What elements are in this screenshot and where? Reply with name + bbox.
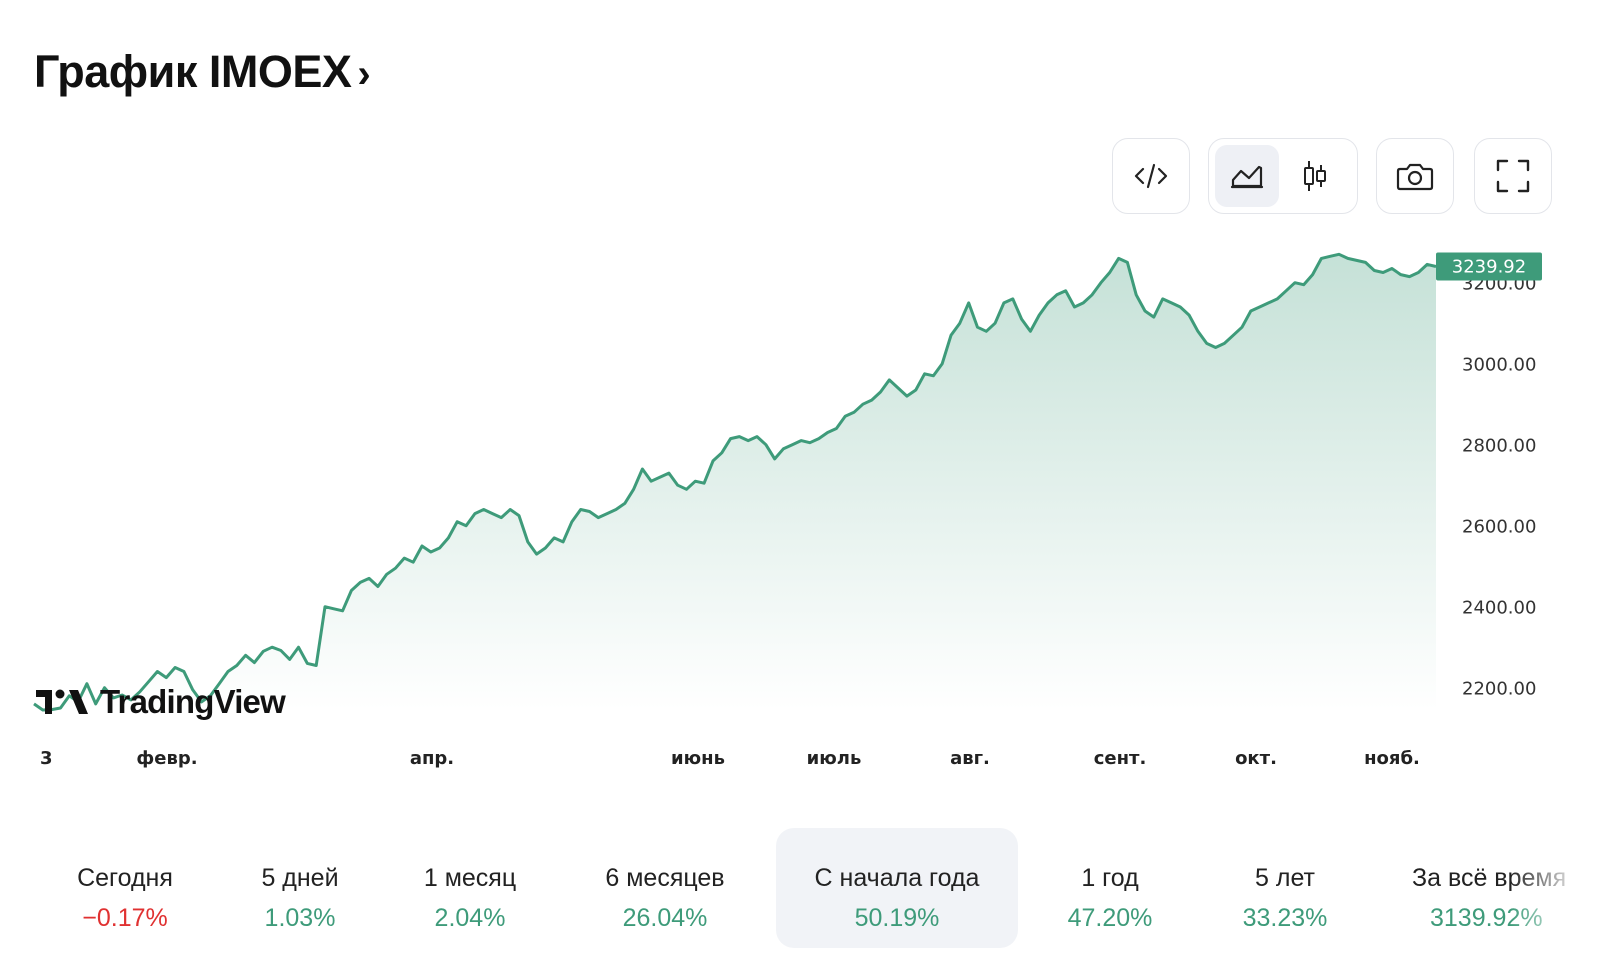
period-tab-today[interactable]: Сегодня −0.17% xyxy=(40,828,210,948)
period-change: −0.17% xyxy=(82,904,168,932)
fullscreen-icon xyxy=(1496,159,1530,193)
tradingview-logo[interactable]: TradingView xyxy=(36,682,286,722)
period-change: 50.19% xyxy=(854,904,940,932)
x-tick-label: авг. xyxy=(950,748,990,769)
x-tick-label: апр. xyxy=(410,748,454,769)
period-label: 1 год xyxy=(1081,864,1139,892)
y-axis: 3200.003000.002800.002600.002400.002200.… xyxy=(1462,274,1536,700)
period-change: 3139.92% xyxy=(1430,904,1543,932)
tradingview-wordmark: TradingView xyxy=(100,683,286,720)
area-chart-icon xyxy=(1230,165,1264,189)
period-tab-1-month[interactable]: 1 месяц 2.04% xyxy=(385,828,555,948)
y-tick-label: 3000.00 xyxy=(1462,355,1536,376)
y-tick-label: 2600.00 xyxy=(1462,517,1536,538)
period-tab-all-time[interactable]: За всё время 3139.92% xyxy=(1400,828,1600,948)
x-tick-label: окт. xyxy=(1235,748,1277,769)
chart-series-line xyxy=(33,252,1437,712)
period-change: 1.03% xyxy=(264,904,336,932)
period-tab-6-months[interactable]: 6 месяцев 26.04% xyxy=(570,828,760,948)
period-label: 5 лет xyxy=(1255,864,1315,892)
period-change: 47.20% xyxy=(1067,904,1153,932)
period-label: 5 дней xyxy=(261,864,339,892)
period-tab-5-days[interactable]: 5 дней 1.03% xyxy=(215,828,385,948)
period-change: 2.04% xyxy=(434,904,506,932)
chevron-right-icon[interactable]: › xyxy=(357,51,371,96)
period-label: 6 месяцев xyxy=(605,864,725,892)
fullscreen-button[interactable] xyxy=(1474,138,1552,214)
period-tabs: Сегодня −0.17% 5 дней 1.03% 1 месяц 2.04… xyxy=(0,828,1600,948)
page-title-text[interactable]: График IMOEX xyxy=(34,46,352,97)
x-axis: 3 февр. апр. июнь июль авг. сент. окт. нояб. xyxy=(40,748,1420,769)
x-tick-label: июль xyxy=(807,748,862,769)
last-price-badge: 3239.92 xyxy=(1436,252,1542,281)
period-change: 26.04% xyxy=(622,904,708,932)
period-change: 33.23% xyxy=(1242,904,1328,932)
period-label: За всё время xyxy=(1412,864,1567,892)
embed-button[interactable] xyxy=(1112,138,1190,214)
y-tick-label: 2800.00 xyxy=(1462,436,1536,457)
x-tick-label: июнь xyxy=(671,748,725,769)
x-tick-label: сент. xyxy=(1094,748,1147,769)
x-tick-label: февр. xyxy=(136,748,197,769)
chart-toolbar xyxy=(0,138,1600,218)
period-label: 1 месяц xyxy=(423,864,517,892)
camera-icon xyxy=(1396,163,1434,191)
y-tick-label: 2400.00 xyxy=(1462,598,1536,619)
period-tab-ytd[interactable]: С начала года 50.19% xyxy=(776,828,1018,948)
y-tick-label: 2200.00 xyxy=(1462,679,1536,700)
tradingview-mark-icon xyxy=(36,689,88,714)
price-chart[interactable]: 3200.003000.002800.002600.002400.002200.… xyxy=(0,230,1600,770)
period-label: Сегодня xyxy=(77,864,173,892)
area-chart-button[interactable] xyxy=(1215,145,1279,207)
x-tick-label: нояб. xyxy=(1364,748,1420,769)
period-label: С начала года xyxy=(814,864,980,892)
x-tick-label: 3 xyxy=(40,748,53,769)
period-tab-1-year[interactable]: 1 год 47.20% xyxy=(1030,828,1190,948)
chart-type-switch xyxy=(1208,138,1358,214)
code-icon xyxy=(1134,163,1168,189)
page-title[interactable]: График IMOEX › xyxy=(34,46,371,98)
screenshot-button[interactable] xyxy=(1376,138,1454,214)
candlestick-chart-button[interactable] xyxy=(1283,145,1347,207)
chart-area-fill xyxy=(34,254,1436,711)
period-tab-5-years[interactable]: 5 лет 33.23% xyxy=(1205,828,1365,948)
candlestick-icon xyxy=(1304,161,1326,191)
last-price-label: 3239.92 xyxy=(1452,256,1526,277)
